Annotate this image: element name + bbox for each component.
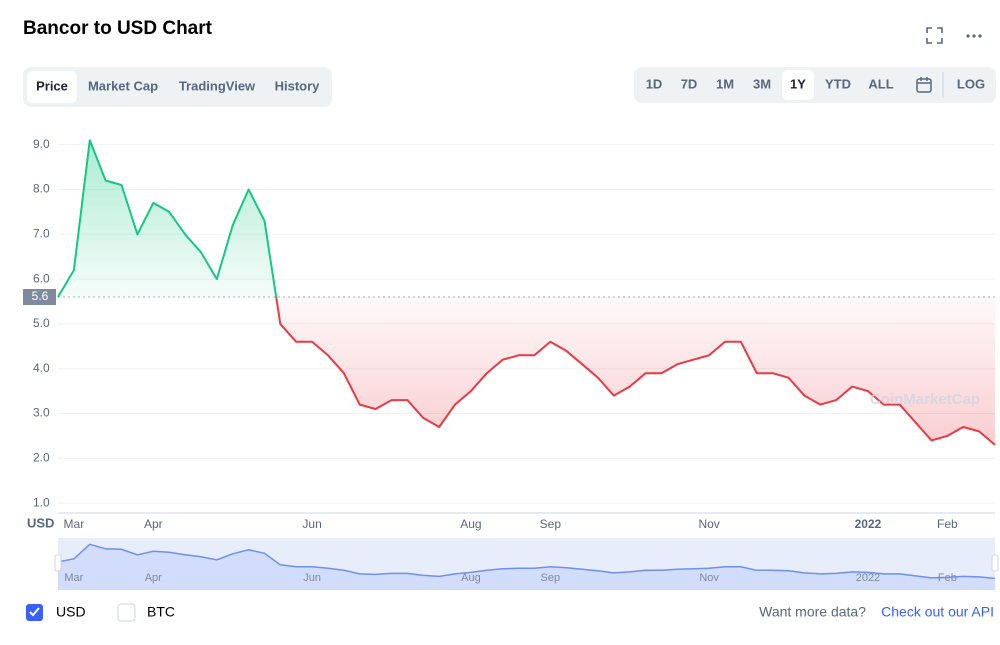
x-tick-label: Nov: [698, 517, 719, 531]
navigator-line: [57, 543, 996, 580]
active-tab: [27, 71, 77, 103]
btc-checkbox[interactable]: [117, 603, 136, 622]
range-button[interactable]: 3M: [753, 76, 771, 91]
navigator-handle[interactable]: [991, 554, 999, 572]
y-tick-label: 7.0: [33, 226, 50, 240]
log-toggle[interactable]: LOG: [957, 76, 985, 91]
price-area: [58, 140, 995, 445]
navigator-label: Apr: [145, 572, 162, 584]
watermark: CoinMarketCap: [870, 391, 980, 408]
navigator-label: Nov: [699, 572, 719, 584]
range-button[interactable]: 1M: [716, 76, 734, 91]
x-tick-label: 2022: [855, 517, 882, 531]
price-line: [57, 139, 996, 446]
navigator-label: Feb: [938, 572, 957, 584]
y-tick-label: 3.0: [33, 406, 50, 420]
range-button[interactable]: 1Y: [790, 76, 806, 91]
y-tick-label: 9.0: [33, 137, 50, 151]
title: Bancor to USD Chart: [23, 18, 213, 39]
reference-label: 5.6: [32, 289, 49, 303]
more-data-prompt: Want more data?: [759, 604, 866, 620]
fullscreen-icon[interactable]: [926, 27, 943, 44]
reference-badge: [23, 289, 56, 306]
active-range: [782, 70, 814, 100]
x-tick-label: Sep: [540, 517, 562, 531]
range-button[interactable]: YTD: [825, 76, 851, 91]
y-tick-label: 2.0: [33, 451, 50, 465]
y-tick-label: 5.0: [33, 316, 50, 330]
tab[interactable]: TradingView: [179, 78, 256, 93]
api-link[interactable]: Check out our API: [881, 604, 994, 620]
range-button[interactable]: 1D: [646, 76, 663, 91]
tab-bar: [23, 67, 332, 107]
navigator: [58, 538, 995, 590]
x-tick-label: Aug: [460, 517, 481, 531]
navigator-label: Sep: [541, 572, 561, 584]
x-tick-label: Apr: [144, 517, 163, 531]
tab[interactable]: History: [275, 78, 321, 93]
tab[interactable]: Price: [36, 78, 68, 93]
x-tick-label: Mar: [64, 517, 85, 531]
check-mark: [29, 607, 40, 617]
btc-option: BTC: [147, 604, 175, 620]
range-bar: [634, 67, 996, 103]
tab[interactable]: Market Cap: [88, 78, 158, 93]
more-icon[interactable]: [966, 34, 982, 38]
y-tick-label: 1.0: [33, 495, 50, 509]
y-tick-label: 6.0: [33, 271, 50, 285]
navigator-label: Jun: [303, 572, 321, 584]
navigator-label: Aug: [461, 572, 481, 584]
navigator-label: Mar: [64, 572, 83, 584]
x-tick-label: Feb: [937, 517, 958, 531]
y-tick-label: 8.0: [33, 182, 50, 196]
usd-option: USD: [56, 604, 86, 620]
navigator-label: 2022: [856, 572, 880, 584]
navigator-handle[interactable]: [54, 554, 62, 572]
navigator-area: [58, 544, 995, 590]
x-tick-label: Jun: [302, 517, 321, 531]
calendar-icon[interactable]: [916, 77, 932, 93]
range-button[interactable]: 7D: [681, 76, 698, 91]
y-unit: USD: [27, 515, 54, 530]
y-tick-label: 4.0: [33, 361, 50, 375]
range-button[interactable]: ALL: [868, 76, 893, 91]
